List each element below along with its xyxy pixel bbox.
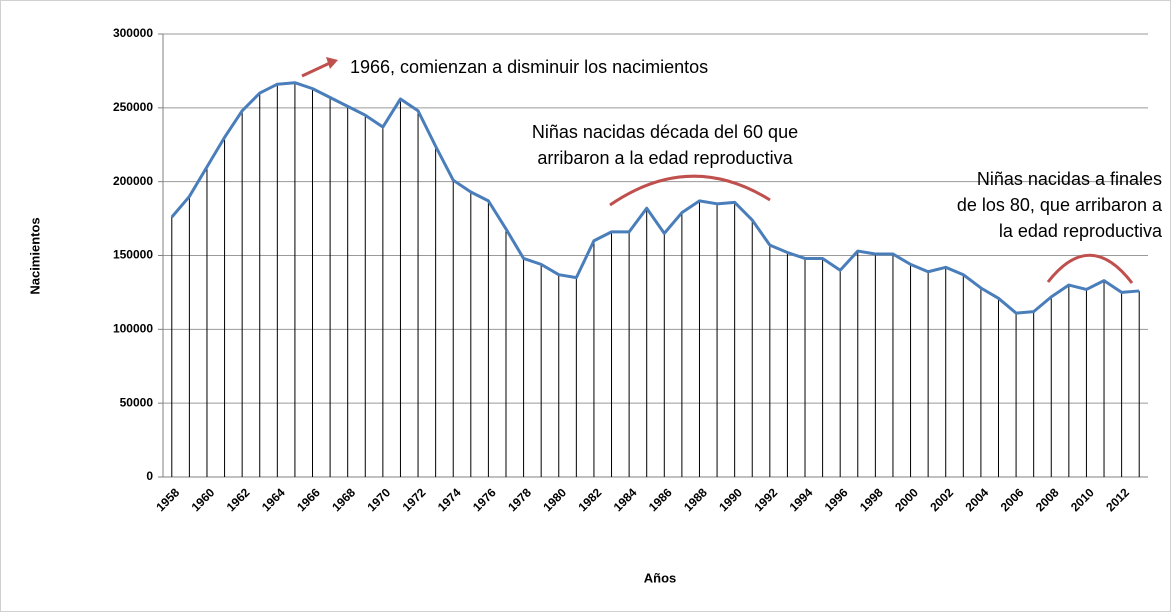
annotation-arc [609,174,771,207]
annotation: Niñas nacidas a finales [977,169,1162,189]
annotation: 1966, comienzan a disminuir los nacimien… [350,57,708,77]
y-tick-label: 150000 [113,248,153,262]
y-tick-label: 50000 [120,395,154,409]
y-tick-label: 200000 [113,174,153,188]
y-axis-title: Nacimientos [27,217,42,294]
y-tick-label: 300000 [113,26,153,40]
annotation: arribaron a la edad reproductiva [537,148,793,168]
annotation-arrow-head [326,57,338,69]
y-tick-label: 0 [146,469,153,483]
x-axis-title: Años [644,570,677,585]
annotation-arc [1046,253,1134,284]
annotation: de los 80, que arribaron a [957,195,1163,215]
annotation: la edad reproductiva [999,221,1163,241]
y-tick-label: 100000 [113,322,153,336]
y-tick-label: 250000 [113,100,153,114]
annotation: Niñas nacidas década del 60 que [532,122,798,142]
annotation-arrow [301,60,333,78]
line [170,81,1140,315]
